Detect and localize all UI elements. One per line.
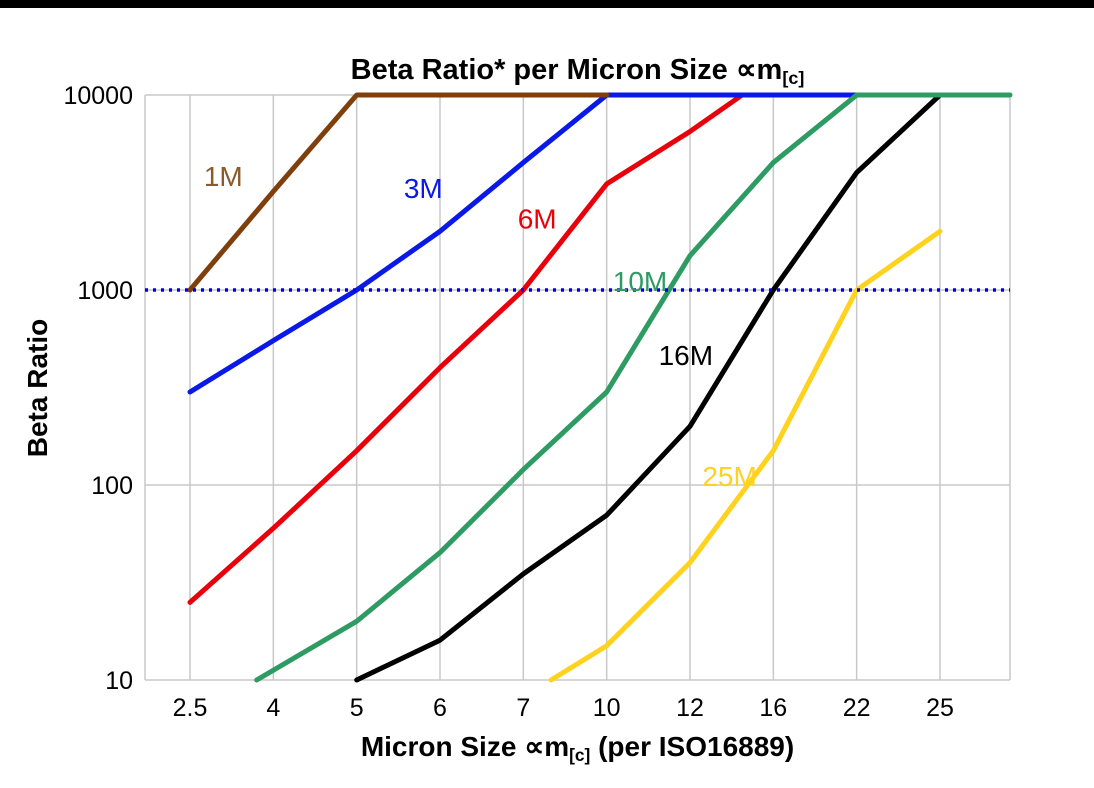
series-label-3M: 3M bbox=[404, 173, 443, 204]
x-tick-label: 2.5 bbox=[173, 694, 208, 722]
series-label-10M: 10M bbox=[613, 266, 667, 297]
chart-title: Beta Ratio* per Micron Size ∝m[c] bbox=[145, 52, 1010, 89]
series-line-1M bbox=[187, 92, 610, 293]
window-top-border bbox=[0, 0, 1094, 8]
micron-subscript: [c] bbox=[569, 744, 591, 765]
series-label-1M: 1M bbox=[204, 161, 243, 192]
micron-subscript: [c] bbox=[782, 68, 805, 89]
x-tick-label: 5 bbox=[350, 694, 364, 722]
x-axis-title-suffix: (per ISO16889) bbox=[590, 731, 795, 762]
y-tick-label: 1000 bbox=[77, 277, 133, 305]
series-line-16M bbox=[354, 92, 943, 683]
x-tick-label: 10 bbox=[593, 694, 621, 722]
x-axis-title: Micron Size ∝m[c] (per ISO16889) bbox=[145, 730, 1010, 766]
x-tick-label: 16 bbox=[759, 694, 787, 722]
chart-title-text: Beta Ratio* per Micron Size bbox=[350, 54, 736, 86]
x-tick-label: 22 bbox=[843, 694, 871, 722]
x-tick-label: 6 bbox=[433, 694, 447, 722]
x-tick-label: 4 bbox=[266, 694, 280, 722]
x-tick-label: 12 bbox=[676, 694, 704, 722]
y-tick-label: 100 bbox=[91, 472, 133, 500]
micron-symbol: ∝m bbox=[524, 731, 570, 762]
x-axis-title-text: Micron Size bbox=[360, 731, 525, 762]
y-axis-title: Beta Ratio bbox=[22, 319, 54, 457]
x-tick-label: 7 bbox=[516, 694, 530, 722]
series-line-25M bbox=[548, 228, 943, 683]
series-label-25M: 25M bbox=[702, 461, 756, 492]
x-tick-label: 25 bbox=[926, 694, 954, 722]
micron-symbol: ∝m bbox=[735, 54, 783, 86]
y-tick-label: 10 bbox=[105, 667, 133, 695]
y-tick-label: 10000 bbox=[63, 82, 133, 110]
series-line-10M bbox=[254, 92, 1013, 683]
series-label-6M: 6M bbox=[518, 204, 557, 235]
series-label-16M: 16M bbox=[659, 340, 713, 371]
y-axis-title-text: Beta Ratio bbox=[22, 318, 53, 458]
